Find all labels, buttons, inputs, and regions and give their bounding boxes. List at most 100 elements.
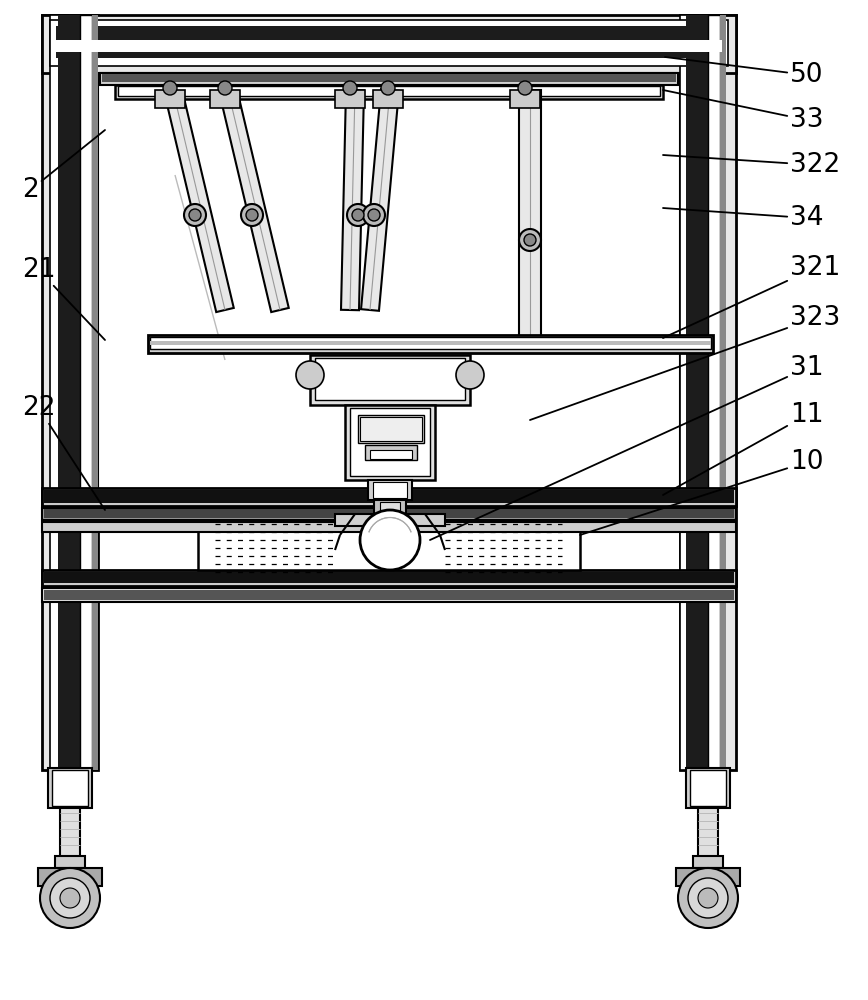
Bar [693,856,723,868]
Bar [720,15,726,770]
Bar [55,856,85,868]
Bar [698,808,718,858]
Bar [102,74,676,82]
Text: 31: 31 [430,355,824,540]
Bar [92,15,98,770]
Bar [374,500,406,515]
Bar [686,15,708,770]
Bar [100,73,678,85]
Bar [42,508,736,520]
Circle shape [218,81,232,95]
Bar [52,770,88,806]
Circle shape [343,81,357,95]
Bar [56,40,722,52]
Circle shape [163,81,177,95]
Circle shape [352,209,364,221]
Bar [198,514,580,570]
Circle shape [60,888,80,908]
Bar [44,490,734,503]
Circle shape [50,878,90,918]
Circle shape [246,209,258,221]
Text: 34: 34 [663,205,824,231]
Bar [60,808,80,858]
Bar [370,450,412,459]
Bar [42,15,736,73]
Bar [335,90,365,108]
Bar [44,509,734,518]
Bar [42,588,736,602]
Bar [708,15,720,770]
Bar [373,90,403,108]
Text: 2: 2 [22,130,105,203]
Circle shape [363,204,385,226]
Text: 21: 21 [22,257,105,340]
Circle shape [40,868,100,928]
Bar [310,355,470,405]
Bar [80,15,92,770]
Text: 322: 322 [663,152,840,178]
Bar [48,768,92,808]
Text: 33: 33 [663,90,824,133]
Bar [150,341,711,345]
Circle shape [688,878,728,918]
Polygon shape [341,90,364,310]
Bar [50,20,728,66]
Bar [42,488,736,506]
Polygon shape [167,97,233,312]
Circle shape [184,204,206,226]
Bar [115,85,663,99]
Bar [42,15,98,770]
Circle shape [296,361,324,389]
Text: 50: 50 [665,57,824,88]
Bar [42,570,736,586]
Circle shape [518,81,532,95]
Bar [56,26,722,58]
Bar [38,868,102,886]
Polygon shape [221,97,289,312]
Bar [690,770,726,806]
Circle shape [368,209,380,221]
Bar [360,417,422,441]
Bar [148,335,713,353]
Bar [350,408,430,476]
Bar [358,415,424,443]
Bar [373,482,407,498]
Bar [365,445,417,460]
Circle shape [381,81,395,95]
Polygon shape [519,90,541,340]
Text: 10: 10 [580,449,824,535]
Circle shape [347,204,369,226]
Text: 22: 22 [22,395,105,510]
Bar [44,590,734,600]
Bar [150,337,711,349]
Bar [118,86,660,96]
Circle shape [678,868,738,928]
Bar [335,514,445,526]
Bar [210,90,240,108]
Circle shape [360,510,420,570]
Polygon shape [361,89,399,311]
Circle shape [241,204,263,226]
Bar [680,15,698,770]
Bar [155,90,185,108]
Circle shape [698,888,718,908]
Bar [680,15,736,770]
Bar [686,768,730,808]
Circle shape [189,209,201,221]
Bar [44,572,734,583]
Text: 323: 323 [530,305,840,420]
Bar [42,522,736,532]
Bar [58,15,80,770]
Text: 11: 11 [663,402,824,495]
Bar [50,15,68,770]
Text: 321: 321 [663,255,840,338]
Bar [676,868,740,886]
Bar [98,73,680,493]
Bar [380,502,400,513]
Circle shape [519,229,541,251]
Bar [510,90,540,108]
Circle shape [456,361,484,389]
Bar [315,358,465,400]
Bar [368,480,412,500]
Bar [345,405,435,480]
